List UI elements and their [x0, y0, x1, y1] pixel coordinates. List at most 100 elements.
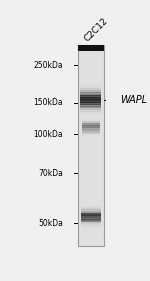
Bar — [81, 222, 100, 223]
Bar — [80, 97, 101, 98]
Bar — [80, 114, 101, 115]
Bar — [82, 132, 100, 133]
Text: C2C12: C2C12 — [82, 16, 109, 44]
Bar — [81, 227, 100, 228]
Bar — [78, 45, 104, 51]
Bar — [81, 227, 100, 228]
Bar — [80, 118, 101, 119]
Bar — [80, 87, 101, 88]
Bar — [80, 99, 101, 100]
Bar — [80, 97, 101, 98]
Bar — [82, 137, 99, 138]
Bar — [80, 83, 101, 84]
Text: 100kDa: 100kDa — [33, 130, 63, 139]
Bar — [81, 205, 100, 206]
Bar — [80, 111, 101, 112]
Text: 50kDa: 50kDa — [38, 219, 63, 228]
Bar — [82, 123, 100, 124]
Bar — [81, 224, 100, 225]
Bar — [81, 217, 100, 218]
Bar — [80, 104, 101, 105]
Bar — [80, 114, 101, 115]
Bar — [81, 210, 100, 211]
Bar — [80, 116, 101, 117]
Bar — [82, 129, 99, 130]
Bar — [82, 119, 100, 120]
Bar — [80, 86, 101, 87]
Bar — [81, 215, 100, 216]
Bar — [81, 207, 100, 208]
Bar — [81, 206, 100, 207]
Bar — [80, 93, 101, 94]
Bar — [80, 109, 101, 110]
Bar — [80, 98, 101, 99]
Bar — [80, 84, 101, 85]
Bar — [80, 82, 101, 83]
Bar — [81, 229, 100, 230]
Bar — [82, 131, 100, 132]
Bar — [82, 132, 99, 133]
Bar — [81, 208, 100, 209]
Bar — [80, 81, 101, 82]
Bar — [80, 113, 101, 114]
Bar — [80, 85, 101, 86]
Bar — [82, 132, 99, 133]
Bar — [80, 95, 101, 96]
Bar — [82, 121, 100, 122]
Bar — [82, 126, 100, 127]
Bar — [80, 108, 101, 109]
Bar — [82, 133, 100, 134]
Bar — [80, 112, 101, 113]
Bar — [82, 131, 99, 132]
Bar — [82, 133, 99, 134]
Bar — [80, 89, 101, 90]
Bar — [80, 118, 101, 119]
Bar — [81, 213, 100, 214]
Bar — [82, 124, 99, 125]
Bar — [81, 208, 100, 209]
Bar — [81, 217, 100, 218]
Bar — [81, 223, 100, 224]
Bar — [80, 81, 101, 82]
Bar — [80, 91, 101, 92]
Bar — [78, 45, 104, 246]
Bar — [82, 135, 99, 136]
Bar — [80, 110, 101, 111]
Text: 150kDa: 150kDa — [33, 98, 63, 107]
Bar — [80, 104, 101, 105]
Bar — [81, 225, 100, 226]
Bar — [81, 220, 100, 221]
Bar — [81, 221, 100, 222]
Bar — [82, 136, 99, 137]
Bar — [80, 113, 101, 114]
Bar — [82, 123, 100, 124]
Bar — [82, 122, 100, 123]
Bar — [82, 118, 100, 119]
Bar — [82, 124, 99, 125]
Text: 70kDa: 70kDa — [38, 169, 63, 178]
Bar — [81, 228, 100, 229]
Bar — [81, 218, 100, 219]
Bar — [80, 101, 101, 102]
Bar — [80, 109, 101, 110]
Bar — [80, 115, 101, 116]
Text: WAPL: WAPL — [120, 95, 147, 105]
Bar — [81, 212, 100, 213]
Bar — [82, 120, 100, 121]
Bar — [81, 212, 100, 213]
Bar — [81, 226, 100, 227]
Bar — [80, 90, 101, 91]
Bar — [81, 203, 100, 204]
Bar — [82, 125, 99, 126]
Bar — [82, 125, 100, 126]
Bar — [82, 134, 100, 135]
Bar — [82, 124, 100, 125]
Bar — [82, 117, 100, 118]
Bar — [82, 130, 99, 131]
Bar — [80, 111, 101, 112]
Bar — [80, 90, 101, 91]
Bar — [80, 83, 101, 84]
Bar — [81, 222, 100, 223]
Bar — [82, 128, 99, 129]
Bar — [82, 130, 100, 131]
